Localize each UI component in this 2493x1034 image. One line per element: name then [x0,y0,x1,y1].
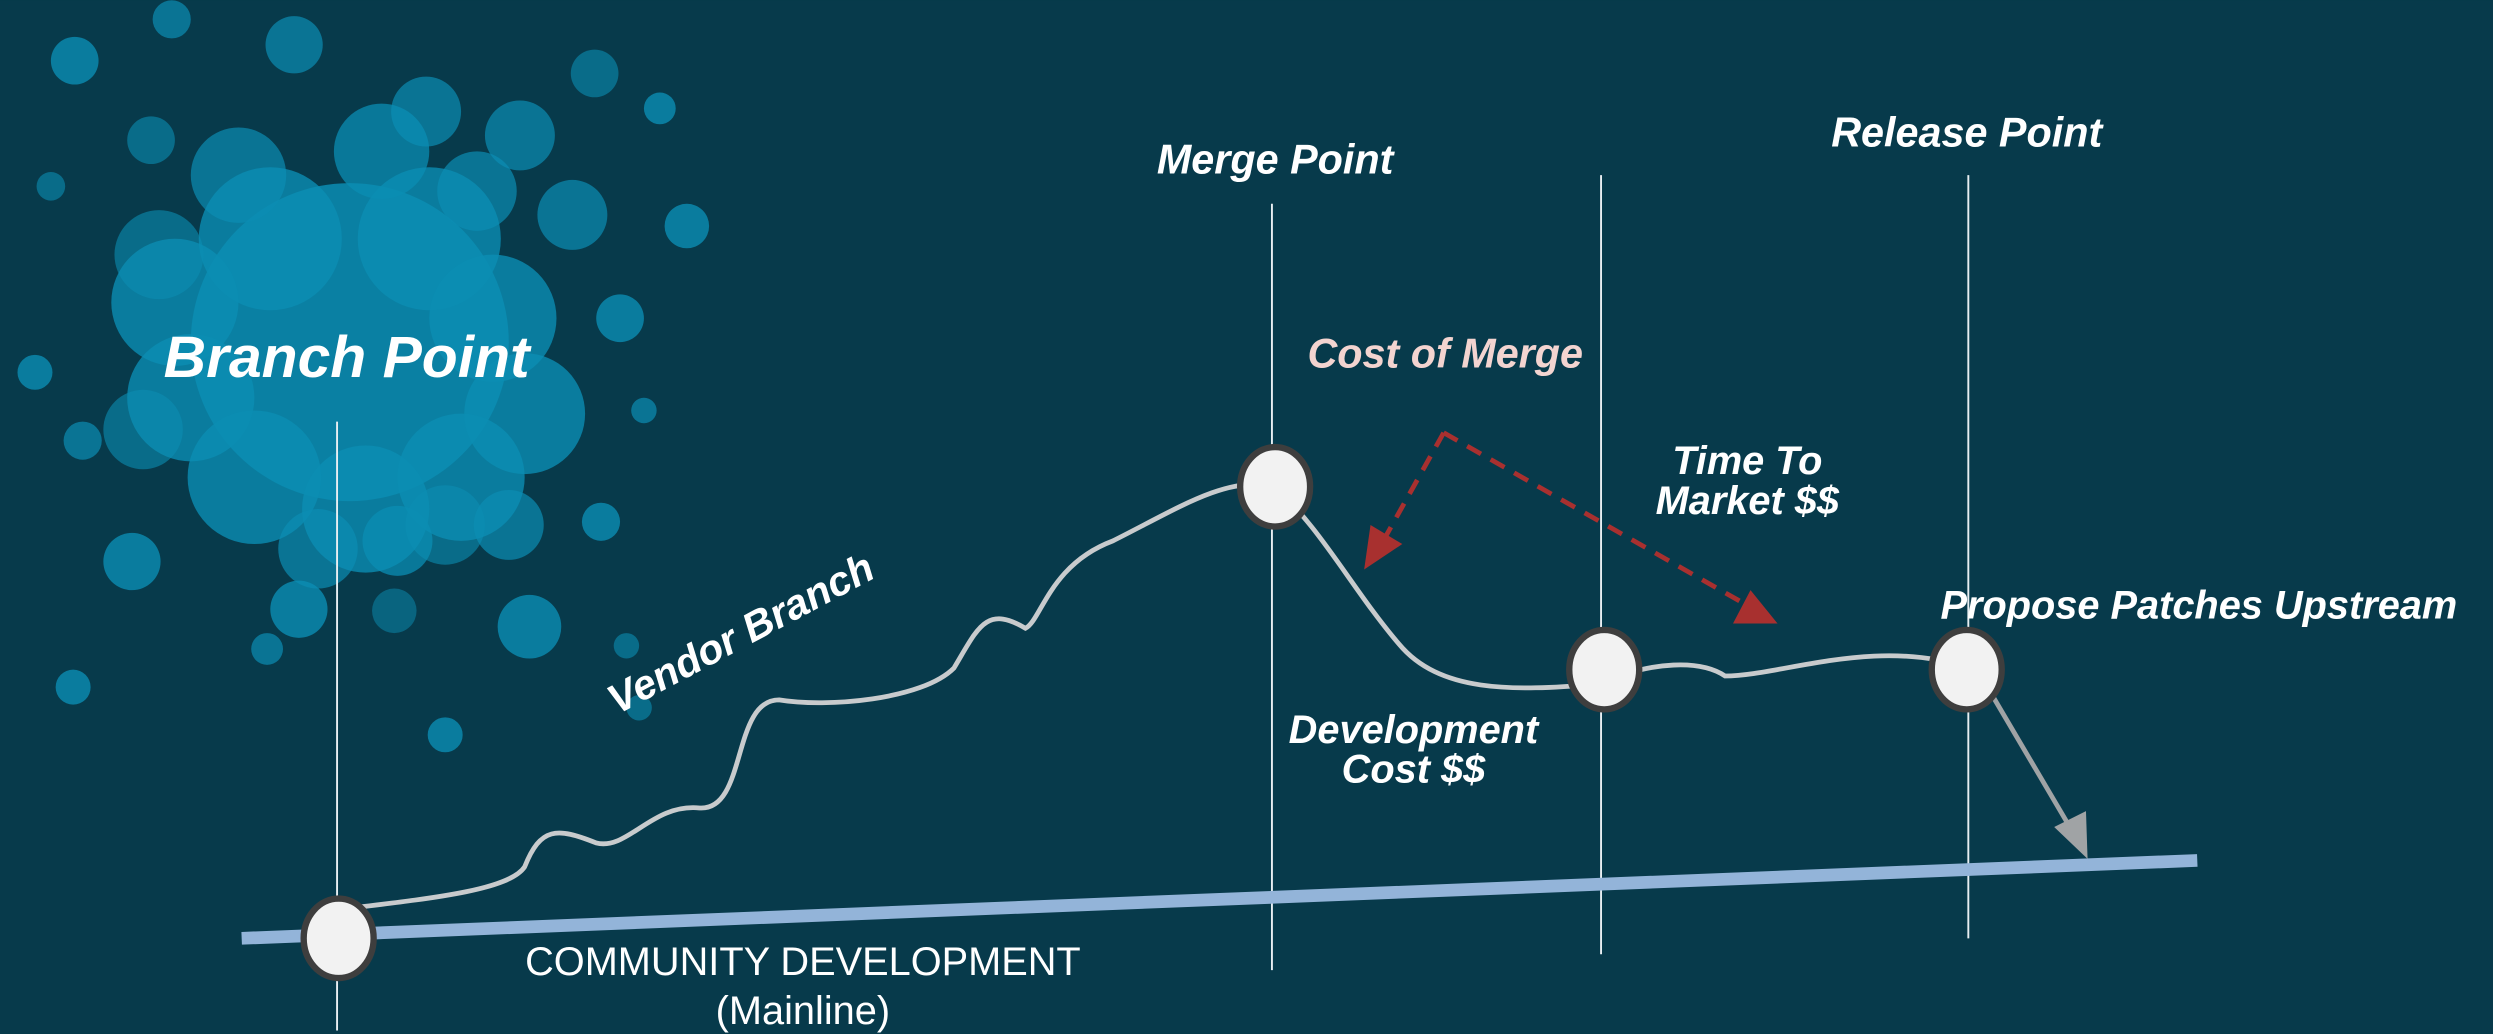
bubble [537,180,607,250]
bubble [631,398,656,423]
merge-node [1240,447,1310,526]
bubble [665,204,710,249]
branch-label: Branch Point [164,325,532,390]
bubble [405,485,484,564]
cost-label: Cost of Merge [1307,331,1583,377]
bubble [251,633,283,665]
bubble [614,633,639,658]
patches-label: Propose Patches Upstream [1940,584,2457,628]
bubble [644,92,676,124]
bubble [56,670,91,705]
bubble [596,294,644,342]
bubble [127,116,175,164]
bubble [153,0,191,38]
bubble [103,533,160,590]
bubble [428,717,463,752]
bubble [278,509,357,588]
branch-node [304,899,374,978]
bubble [372,589,417,634]
bubble [391,77,461,147]
bubble [51,37,99,85]
bubble [64,422,102,460]
page: Branch Point Merge Point Release Point C… [0,0,2493,1034]
bubble [485,100,555,170]
bubble [103,390,182,469]
merge-label: Merge Point [1157,137,1396,183]
bubble [17,355,52,390]
bubble [37,172,66,201]
community-label: COMMUNITY DEVELOPMENT [525,940,1081,984]
market-label: Time To [1672,439,1822,483]
bubble [498,595,562,659]
community-label: (Mainline) [716,989,890,1033]
bubble [270,581,327,638]
bubble [266,16,323,73]
dev-cost-label: Cost $$ [1342,748,1486,792]
release-node [1932,630,2002,709]
dev-cost-label: Development [1289,708,1540,752]
market-node [1569,630,1639,709]
bubble [191,127,286,222]
bubble [114,210,203,299]
release-label: Release Point [1831,110,2104,156]
bubble [582,503,620,541]
market-label: Market $$ [1656,479,1840,523]
diagram: Branch Point Merge Point Release Point C… [0,0,2493,1034]
bubble [571,50,619,98]
